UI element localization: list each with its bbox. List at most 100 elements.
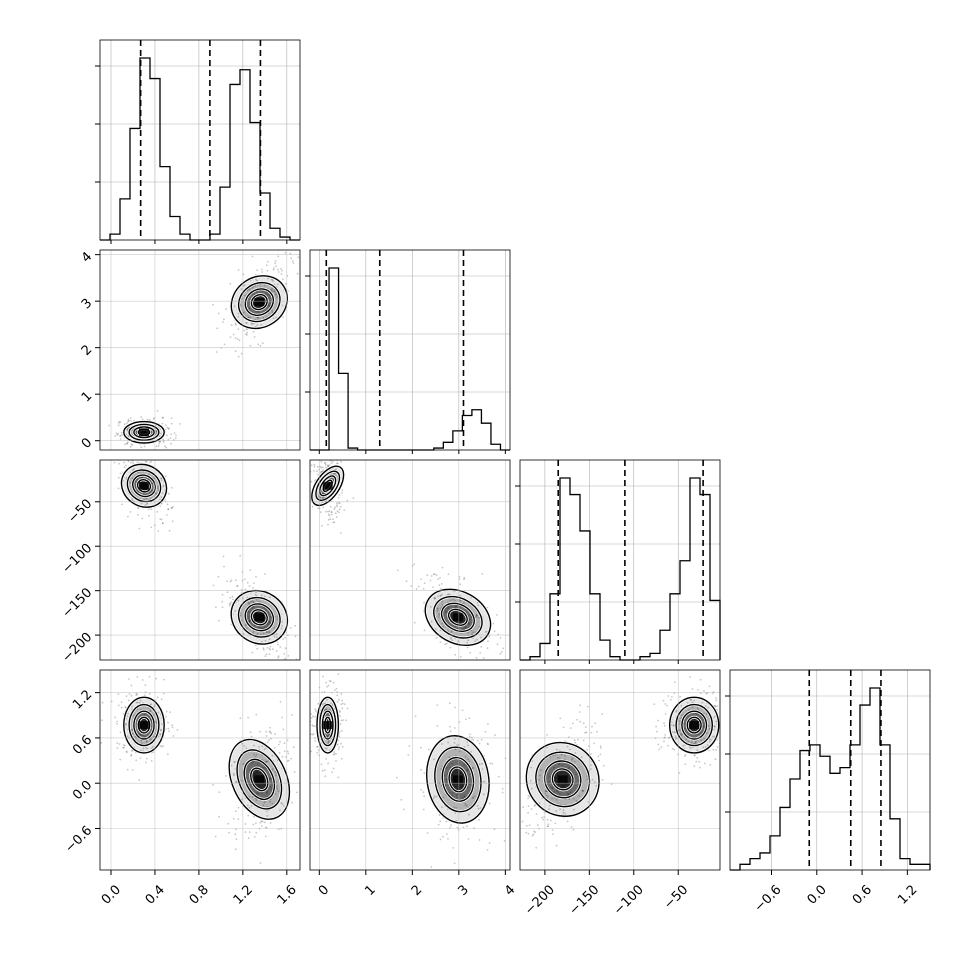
scatter-point bbox=[481, 768, 484, 770]
scatter-point bbox=[143, 713, 146, 716]
scatter-point bbox=[584, 731, 587, 734]
scatter-point bbox=[244, 831, 247, 833]
scatter-point bbox=[562, 726, 565, 729]
scatter-point bbox=[527, 832, 530, 835]
scatter-point bbox=[125, 750, 128, 753]
scatter-point bbox=[330, 511, 333, 513]
y-tick-label-3-1: 0.0 bbox=[70, 778, 95, 803]
scatter-point bbox=[708, 740, 711, 743]
scatter-point bbox=[320, 466, 323, 469]
scatter-point bbox=[145, 746, 147, 749]
scatter-point bbox=[442, 625, 445, 628]
scatter-point bbox=[467, 758, 469, 760]
scatter-point bbox=[269, 645, 272, 648]
scatter-point bbox=[723, 708, 725, 710]
scatter-point bbox=[160, 432, 162, 435]
scatter-point bbox=[243, 311, 245, 314]
scatter-point bbox=[232, 772, 235, 775]
scatter-point bbox=[144, 735, 147, 738]
histogram-panel-0 bbox=[95, 39, 301, 241]
contour-line-0-1 bbox=[128, 423, 160, 441]
scatter-point bbox=[314, 725, 316, 727]
scatter-point bbox=[165, 715, 167, 718]
scatter-point bbox=[327, 734, 330, 737]
scatter-point bbox=[322, 675, 324, 678]
scatter-point bbox=[248, 621, 251, 623]
scatter-point bbox=[142, 453, 144, 455]
scatter-point bbox=[165, 446, 168, 449]
scatter-point bbox=[260, 324, 263, 326]
scatter-point bbox=[535, 846, 538, 849]
scatter-point bbox=[266, 741, 269, 744]
scatter-point bbox=[170, 506, 173, 509]
scatter-point bbox=[265, 264, 268, 267]
scatter-point bbox=[450, 599, 452, 602]
scatter-point bbox=[261, 792, 264, 795]
scatter-point bbox=[247, 316, 250, 319]
scatter-point bbox=[251, 287, 254, 289]
scatter-point bbox=[439, 820, 441, 823]
scatter-point bbox=[271, 309, 273, 312]
scatter-point bbox=[693, 765, 696, 767]
scatter-point bbox=[581, 790, 584, 792]
scatter-point bbox=[236, 338, 239, 340]
scatter-point bbox=[281, 620, 283, 623]
histogram-panel-3 bbox=[725, 669, 931, 871]
scatter-point bbox=[174, 437, 177, 439]
scatter-point bbox=[707, 706, 710, 709]
scatter-point bbox=[451, 762, 453, 765]
scatter-point bbox=[292, 746, 295, 748]
contour-line-1-1 bbox=[236, 749, 283, 810]
scatter-point bbox=[156, 487, 159, 490]
scatter-point bbox=[704, 746, 707, 748]
scatter-point bbox=[694, 741, 697, 744]
scatter-point bbox=[269, 731, 272, 733]
scatter-point bbox=[275, 297, 278, 299]
scatter-point bbox=[429, 606, 432, 608]
scatter-point bbox=[590, 753, 592, 756]
scatter-point bbox=[713, 725, 716, 728]
scatter-point bbox=[277, 655, 280, 658]
scatter-point bbox=[127, 460, 130, 463]
scatter-point bbox=[400, 798, 403, 801]
scatter-point bbox=[546, 825, 549, 828]
scatter-point bbox=[702, 746, 705, 749]
scatter-point bbox=[212, 784, 214, 786]
scatter-point bbox=[568, 766, 570, 769]
scatter-point bbox=[231, 595, 234, 598]
scatter-point bbox=[546, 734, 548, 736]
scatter-point bbox=[273, 635, 276, 638]
scatter-point bbox=[212, 584, 215, 587]
scatter-point bbox=[279, 809, 281, 811]
scatter-point bbox=[316, 746, 318, 748]
scatter-point bbox=[660, 746, 663, 749]
scatter-point bbox=[433, 597, 436, 600]
scatter-point bbox=[422, 808, 425, 811]
scatter-point bbox=[469, 651, 472, 654]
scatter-point bbox=[127, 699, 130, 702]
scatter-point bbox=[455, 605, 458, 608]
scatter-point bbox=[477, 807, 480, 810]
scatter-point bbox=[132, 462, 134, 464]
scatter-point bbox=[716, 746, 719, 748]
scatter-point bbox=[568, 798, 571, 801]
scatter-point bbox=[311, 724, 314, 726]
scatter-point bbox=[327, 523, 329, 526]
scatter-point bbox=[160, 479, 163, 482]
contour-line-0-3 bbox=[137, 716, 151, 734]
scatter-point bbox=[256, 316, 259, 319]
scatter-point bbox=[478, 818, 480, 821]
scatter-point bbox=[466, 786, 469, 789]
scatter-point bbox=[249, 619, 251, 622]
scatter-point bbox=[712, 748, 715, 751]
scatter-point bbox=[138, 779, 141, 781]
scatter-point bbox=[257, 311, 260, 313]
scatter-point bbox=[157, 530, 160, 532]
scatter-point bbox=[655, 725, 657, 728]
scatter-point bbox=[256, 792, 259, 794]
scatter-point bbox=[253, 336, 256, 338]
scatter-point bbox=[487, 723, 489, 725]
x-tick-label-1-4: 4 bbox=[502, 882, 518, 898]
scatter-point bbox=[259, 730, 261, 733]
scatter-point bbox=[280, 273, 283, 275]
